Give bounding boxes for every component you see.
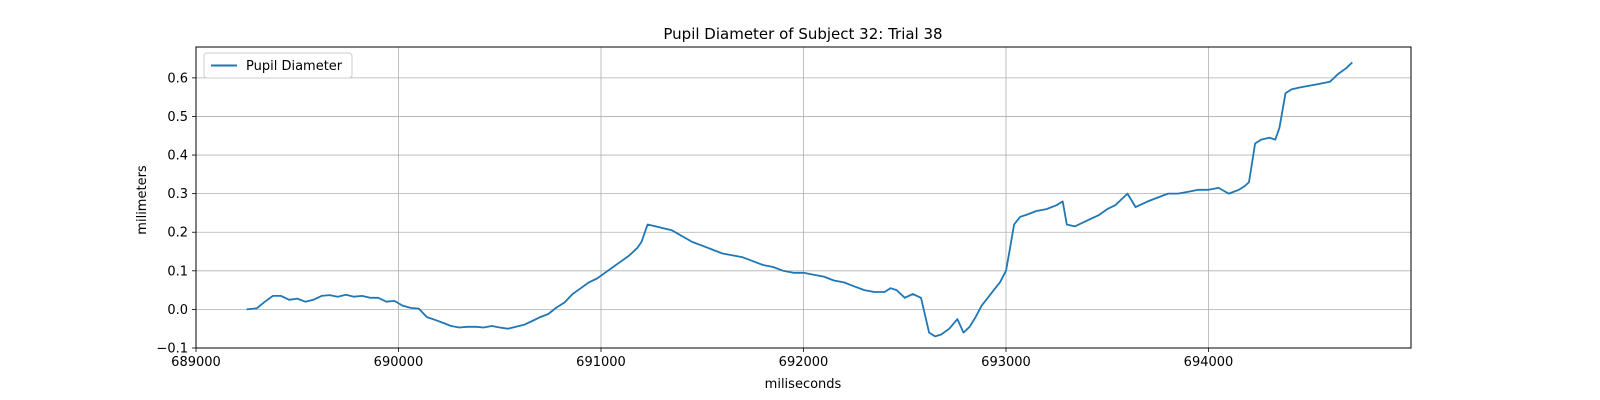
legend-box [203,52,353,79]
y-axis: −0.1 0.0 0.1 0.2 0.3 0.4 0.5 0.6 [156,71,196,357]
x-tick-label: 692000 [779,355,829,370]
grid-lines [195,47,1411,349]
x-axis: 689000 690000 691000 692000 693000 694000 [171,348,1233,370]
series-layer [246,61,1353,338]
y-tick-label: 0.5 [167,110,188,125]
x-tick-label: 689000 [171,355,221,370]
y-tick-label: 0.6 [167,71,188,86]
series-line-pupil-diameter [246,61,1353,338]
x-tick-label: 694000 [1184,355,1234,370]
x-tick-label: 691000 [576,355,626,370]
x-tick-label: 693000 [981,355,1031,370]
legend-entry: Pupil Diameter [246,59,343,74]
y-tick-label: 0.4 [167,149,188,164]
y-tick-label: 0.2 [167,226,188,241]
y-tick-label: 0.3 [167,187,188,202]
legend: Pupil Diameter [203,52,353,79]
y-tick-label: 0.0 [167,303,188,318]
x-axis-label: miliseconds [765,377,842,392]
x-tick-label: 690000 [374,355,424,370]
y-axis-label: milimeters [135,165,150,235]
y-tick-label: 0.1 [167,264,188,279]
chart-title: Pupil Diameter of Subject 32: Trial 38 [663,25,942,43]
y-tick-label: −0.1 [156,342,188,357]
